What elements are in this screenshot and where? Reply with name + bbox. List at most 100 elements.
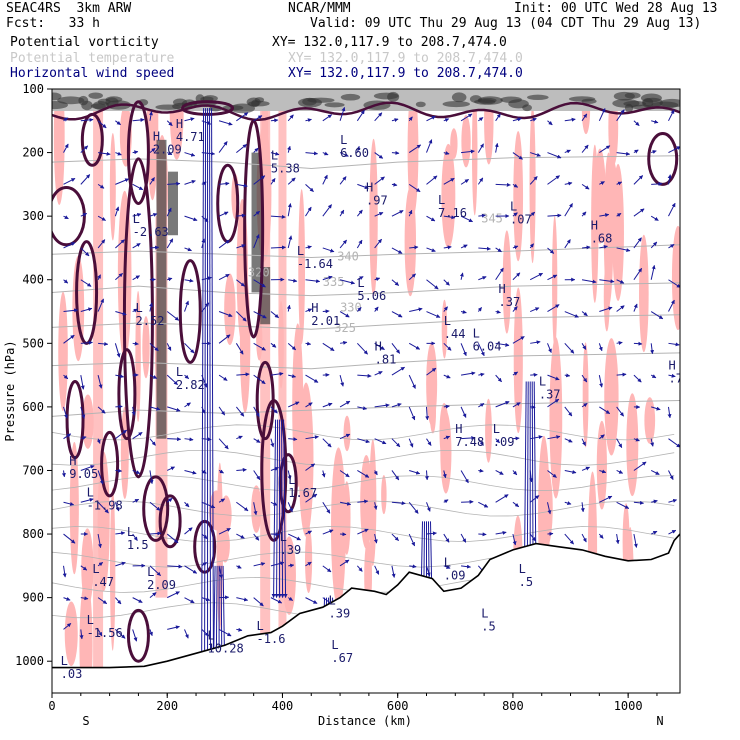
- wind-vector: [166, 207, 172, 217]
- wind-vector: [287, 114, 294, 122]
- wind-vector: [581, 144, 589, 153]
- wind-vector: [63, 596, 71, 601]
- wind-vector: [167, 625, 180, 630]
- wind-vector: [391, 343, 401, 354]
- wind-vector: [547, 213, 562, 218]
- wind-vector: [149, 245, 160, 250]
- y-tick-label: 300: [22, 209, 44, 223]
- wind-vector: [547, 398, 560, 408]
- wind-vector: [219, 181, 230, 186]
- theta-contour-label: 345: [481, 212, 503, 226]
- x-tick-label: 0: [48, 699, 55, 713]
- pv-shading: [450, 128, 458, 160]
- wind-vector: [63, 117, 69, 122]
- wind-vector: [305, 374, 319, 383]
- wind-vector: [97, 501, 109, 514]
- wind-vector: [236, 112, 249, 122]
- wind-vector: [97, 629, 103, 637]
- wind-vector: [616, 372, 627, 377]
- pv-extremum-value: -1.6: [257, 632, 286, 646]
- wind-vector: [460, 244, 468, 249]
- wind-vector: [253, 533, 260, 541]
- wind-vector: [322, 309, 330, 314]
- wind-vector: [426, 502, 431, 512]
- wind-vector: [253, 597, 264, 607]
- wind-vector: [495, 247, 502, 253]
- wind-vector: [461, 149, 475, 154]
- pv-shading: [604, 338, 619, 456]
- wind-vector: [166, 311, 180, 321]
- wind-vector: [305, 493, 318, 503]
- pv-extremum-value: -1.64: [297, 257, 333, 271]
- wind-vector: [115, 239, 125, 249]
- wind-vector: [218, 211, 229, 217]
- wind-vector: [373, 533, 378, 544]
- pv-dark-column: [251, 152, 262, 293]
- wind-vector: [115, 597, 122, 605]
- wind-vector: [495, 374, 502, 383]
- wind-vector: [236, 627, 243, 632]
- wind-vector: [667, 174, 672, 185]
- wind-vector: [132, 308, 138, 313]
- wind-vector: [356, 239, 363, 249]
- pv-extremum-kind: L: [136, 301, 143, 315]
- wind-vector: [598, 375, 604, 388]
- pv-extremum-kind: L: [510, 200, 517, 214]
- wind-vector: [512, 272, 521, 281]
- pv-extremum-kind: H: [591, 219, 598, 233]
- wind-vector: [426, 438, 432, 446]
- wind-vector: [668, 299, 675, 312]
- wind-vector: [391, 210, 404, 217]
- wind-vector: [283, 419, 288, 599]
- wind-vector: [114, 343, 121, 358]
- wind-vector: [115, 120, 121, 126]
- wind-vector: [167, 181, 181, 186]
- wind-vector: [201, 561, 207, 567]
- wind-vector: [253, 279, 266, 288]
- stratosphere-band: [568, 96, 596, 102]
- wind-vector: [218, 628, 232, 637]
- pv-extremum-kind: L: [87, 486, 94, 500]
- wind-vector: [148, 111, 153, 121]
- wind-vector: [650, 530, 658, 535]
- wind-vector: [287, 596, 294, 601]
- pv-shading-column: [260, 108, 271, 649]
- wind-vector: [564, 501, 572, 506]
- field-wind-xy: XY= 132.0,117.9 to 208.7,474.0: [288, 66, 523, 81]
- wind-vector: [478, 213, 486, 218]
- wind-vector: [530, 372, 538, 377]
- pv-shading: [251, 485, 262, 533]
- pv-extremum-kind: L: [331, 638, 338, 652]
- wind-vector: [236, 467, 247, 472]
- pv-extremum-value: -1.98: [87, 499, 123, 513]
- pv-extremum-value: .5: [519, 575, 533, 589]
- wind-vector: [115, 629, 126, 639]
- y-tick-label: 100: [22, 82, 44, 96]
- pv-contour: [178, 259, 202, 364]
- wind-vector: [305, 341, 312, 346]
- wind-vector: [564, 469, 577, 474]
- wind-vector: [564, 203, 573, 217]
- wind-vector: [208, 108, 213, 688]
- wind-vector: [201, 151, 216, 156]
- wind-vector: [512, 183, 519, 188]
- wind-vector: [547, 374, 560, 381]
- wind-vector: [408, 533, 416, 547]
- pv-shading: [582, 342, 589, 448]
- pv-contour: [100, 430, 120, 498]
- wind-vector: [184, 179, 196, 185]
- wind-vector: [63, 374, 69, 380]
- pv-extremum-kind: L: [127, 525, 134, 539]
- wind-vector: [149, 565, 161, 576]
- wind-vector: [599, 495, 613, 503]
- wind-vector: [529, 211, 536, 217]
- wind-vector: [357, 373, 372, 378]
- wind-vector: [460, 564, 471, 569]
- wind-vector: [668, 498, 678, 503]
- wind-vector: [97, 274, 101, 280]
- wind-vector: [322, 151, 329, 156]
- wind-vector: [374, 306, 379, 312]
- pv-extremum-value: .37: [539, 387, 561, 401]
- wind-vector: [374, 342, 385, 351]
- wind-vector: [80, 497, 94, 503]
